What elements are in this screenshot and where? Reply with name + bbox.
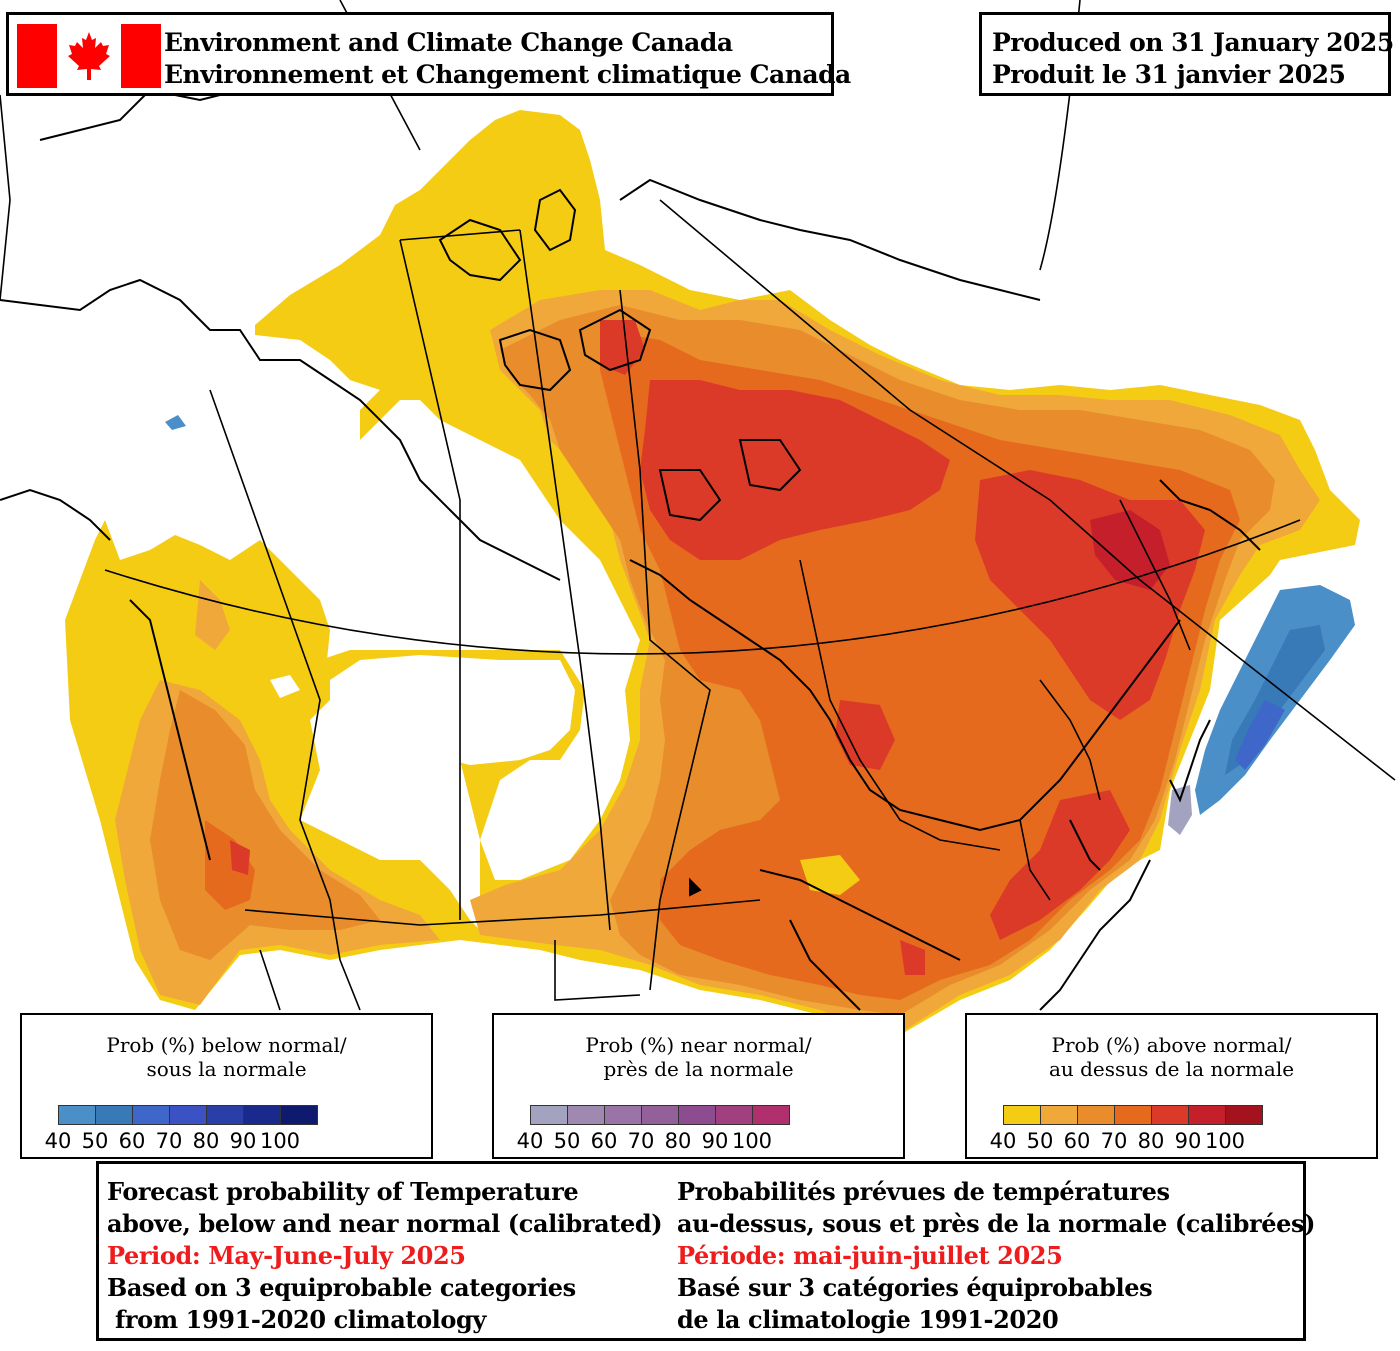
legend-tick-label: 90 [1174,1129,1202,1153]
legend-swatch [1188,1105,1226,1125]
political-borders [0,0,1396,1011]
legend-tick-label: 80 [192,1129,220,1153]
legend-swatch [58,1105,96,1125]
produced-date-en: Produced on 31 January 2025 [992,28,1394,57]
forecast-description-box: Forecast probability of Temperature abov… [96,1161,1315,1341]
legend-tick-label: 100 [259,1129,301,1153]
legend-tick-label: 80 [664,1129,692,1153]
legend-tick-label: 60 [590,1129,618,1153]
maple-leaf-icon [68,32,110,80]
agency-name-fr: Environnement et Changement climatique C… [164,60,851,89]
agency-header-box: Environment and Climate Change Canada En… [6,12,851,96]
legend-swatch [530,1105,568,1125]
produced-date-fr: Produit le 31 janvier 2025 [992,60,1346,89]
legend-title-line1: Prob (%) above normal/ [1051,1033,1292,1057]
forecast-subtitle-en: above, below and near normal (calibrated… [107,1209,663,1238]
legend-swatch [1225,1105,1263,1125]
legend-near-normal: Prob (%) near normal/ près de la normale… [492,1013,905,1159]
legend-swatch [752,1105,790,1125]
forecast-subtitle-fr: au-dessus, sous et près de la normale (c… [677,1209,1316,1238]
forecast-period-en: Period: May-June-July 2025 [107,1241,466,1270]
forecast-basis-fr: Basé sur 3 catégories équiprobables [677,1273,1153,1302]
forecast-description-en: Forecast probability of Temperature abov… [107,1176,663,1336]
legend-tick-label: 90 [229,1129,257,1153]
legend-tick-label: 40 [516,1129,544,1153]
legend-swatch [280,1105,318,1125]
forecast-climatology-fr: de la climatologie 1991-2020 [677,1305,1059,1334]
production-date-box: Produced on 31 January 2025 Produit le 3… [979,12,1394,96]
legend-title-line1: Prob (%) below normal/ [106,1033,347,1057]
forecast-period-fr: Période: mai-juin-juillet 2025 [677,1241,1063,1270]
legend-tick-label: 100 [731,1129,773,1153]
canada-flag [17,24,161,88]
legend-above-normal: Prob (%) above normal/ au dessus de la n… [965,1013,1378,1159]
legend-swatches [530,1105,790,1125]
legend-swatch [1003,1105,1041,1125]
above-normal-80-region [640,380,950,560]
legend-swatches [1003,1105,1263,1125]
legend-swatch [641,1105,679,1125]
legend-tick-label: 40 [989,1129,1017,1153]
legend-tick-label: 50 [81,1129,109,1153]
coastlines [0,88,1261,1011]
legend-tick-label: 50 [1026,1129,1054,1153]
legend-swatch [678,1105,716,1125]
forecast-description-fr: Probabilités prévues de températures au-… [677,1176,1315,1336]
legend-tick-label: 60 [1063,1129,1091,1153]
agency-name-en: Environment and Climate Change Canada [164,28,733,57]
legend-tick-label: 70 [1100,1129,1128,1153]
legend-swatch [567,1105,605,1125]
legend-swatch [1114,1105,1152,1125]
legend-tick-label: 40 [44,1129,72,1153]
legend-swatch [243,1105,281,1125]
legend-swatch [132,1105,170,1125]
legend-title-line2: près de la normale [603,1057,794,1081]
legend-tick-label: 60 [118,1129,146,1153]
above-normal-90-region [1090,510,1170,590]
legend-tick-label: 90 [701,1129,729,1153]
legend-swatch [169,1105,207,1125]
legend-tick-label: 100 [1204,1129,1246,1153]
legend-below-normal: Prob (%) below normal/ sous la normale 4… [20,1013,433,1159]
legend-swatch [1077,1105,1115,1125]
near-normal-region [1168,785,1192,835]
forecast-title-en: Forecast probability of Temperature [107,1177,579,1206]
legend-title-line2: au dessus de la normale [1048,1057,1295,1081]
legend-tick-label: 50 [553,1129,581,1153]
legend-title-line1: Prob (%) near normal/ [585,1033,812,1057]
legend-tick-label: 80 [1137,1129,1165,1153]
legend-swatch [715,1105,753,1125]
legend-tick-label: 70 [627,1129,655,1153]
forecast-title-fr: Probabilités prévues de températures [677,1177,1170,1206]
forecast-climatology-en: from 1991-2020 climatology [107,1305,486,1334]
legend-swatch [206,1105,244,1125]
legend-swatch [1151,1105,1189,1125]
legend-swatches [58,1105,318,1125]
forecast-basis-en: Based on 3 equiprobable categories [107,1273,576,1302]
legend-title-line2: sous la normale [146,1057,307,1081]
legend-swatch [95,1105,133,1125]
legend-swatch [604,1105,642,1125]
legend-tick-label: 70 [155,1129,183,1153]
legend-swatch [1040,1105,1078,1125]
